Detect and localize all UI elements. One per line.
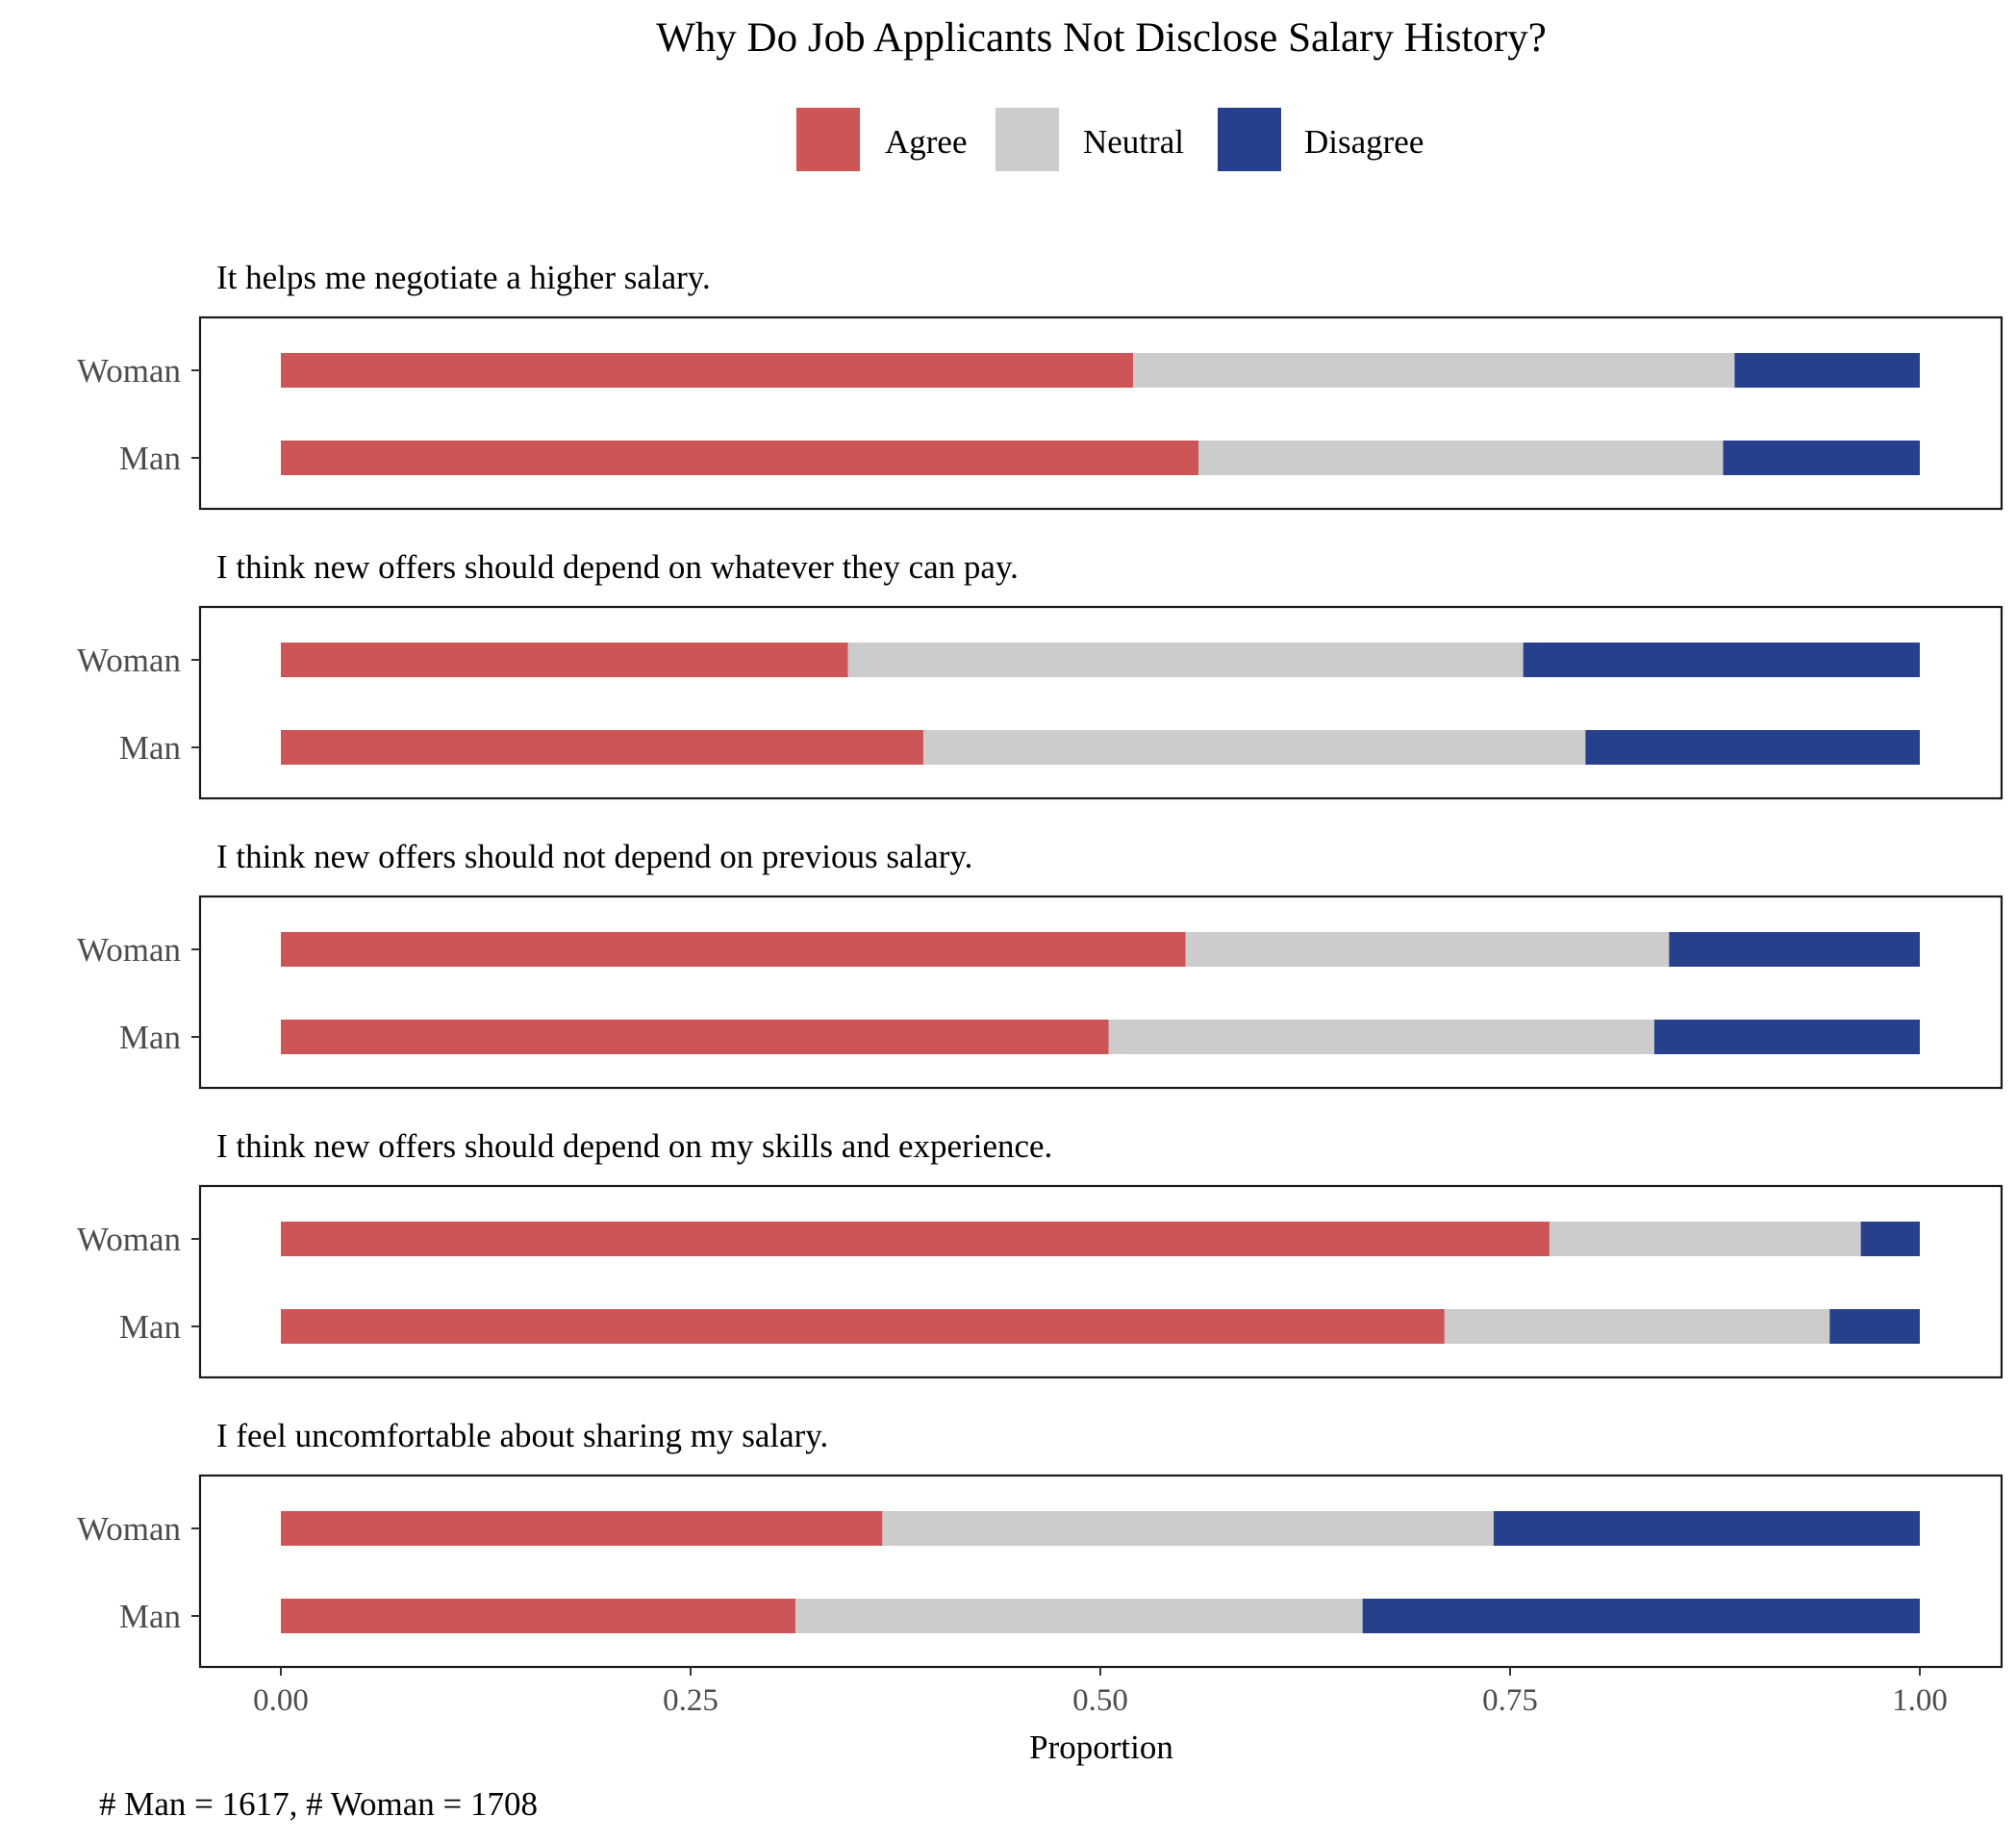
bar-man-disagree (1829, 1309, 1920, 1344)
y-tick-label-man: Man (119, 440, 181, 477)
bar-man-disagree (1362, 1599, 1920, 1633)
bar-man-neutral (795, 1599, 1363, 1633)
bar-woman-disagree (1669, 932, 1920, 967)
bar-woman-disagree (1734, 353, 1920, 388)
x-tick-label: 0.75 (1482, 1683, 1538, 1718)
bar-woman-agree (281, 643, 848, 677)
legend: Agree Neutral Disagree (796, 108, 1424, 171)
panel-title: I think new offers should not depend on … (216, 838, 972, 875)
x-axis-label: Proportion (1029, 1728, 1173, 1766)
bar-woman-agree (281, 353, 1134, 388)
panel-border (198, 895, 2003, 1090)
bar-man-disagree (1723, 441, 1920, 475)
x-axis: 0.00 0.25 0.50 0.75 1.00 (253, 1667, 1948, 1718)
bar-man-agree (281, 1599, 796, 1633)
panel-3: I think new offers should not depend on … (77, 838, 2003, 1090)
panel-title: I feel uncomfortable about sharing my sa… (216, 1417, 828, 1454)
bar-man-agree (281, 441, 1199, 475)
x-tick-label: 1.00 (1892, 1683, 1948, 1718)
bar-man-disagree (1653, 1020, 1920, 1054)
y-tick-label-woman: Woman (77, 931, 181, 969)
y-tick-label-woman: Woman (77, 352, 181, 390)
bar-woman-disagree (1523, 643, 1920, 677)
panel-title: I think new offers should depend on my s… (216, 1127, 1052, 1165)
bar-woman-neutral (1133, 353, 1735, 388)
panel-title: It helps me negotiate a higher salary. (216, 259, 711, 296)
bar-woman-agree (281, 1511, 883, 1546)
bar-man-neutral (1108, 1020, 1654, 1054)
y-tick-label-man: Man (119, 1019, 181, 1056)
x-tick-label: 0.25 (663, 1683, 718, 1718)
bar-woman-agree (281, 932, 1186, 967)
bar-woman-disagree (1493, 1511, 1920, 1546)
bar-man-disagree (1585, 730, 1920, 765)
facet-panels: It helps me negotiate a higher salary. Wo… (77, 259, 2003, 1669)
chart-title: Why Do Job Applicants Not Disclose Salar… (656, 15, 1547, 61)
y-tick-label-man: Man (119, 1598, 181, 1635)
legend-label-disagree: Disagree (1304, 123, 1424, 161)
bar-man-neutral (1444, 1309, 1830, 1344)
panel-2: I think new offers should depend on what… (77, 548, 2003, 800)
bar-woman-neutral (1549, 1222, 1861, 1256)
bar-man-agree (281, 1309, 1445, 1344)
panel-border (198, 315, 2003, 511)
panel-5: I feel uncomfortable about sharing my sa… (77, 1417, 2003, 1669)
y-tick-label-man: Man (119, 1308, 181, 1346)
panel-4: I think new offers should depend on my s… (77, 1127, 2003, 1379)
panel-border (198, 1184, 2003, 1379)
y-tick-label-man: Man (119, 729, 181, 767)
legend-key-disagree (1218, 108, 1281, 171)
bar-man-neutral (922, 730, 1586, 765)
legend-label-agree: Agree (885, 123, 968, 161)
legend-key-neutral (995, 108, 1059, 171)
bar-woman-agree (281, 1222, 1550, 1256)
bar-woman-neutral (847, 643, 1524, 677)
bar-woman-neutral (882, 1511, 1494, 1546)
legend-key-agree (796, 108, 860, 171)
bar-woman-neutral (1185, 932, 1670, 967)
bar-man-neutral (1198, 441, 1724, 475)
caption: # Man = 1617, # Woman = 1708 (99, 1785, 538, 1823)
x-tick-label: 0.50 (1072, 1683, 1128, 1718)
panel-border (198, 605, 2003, 800)
bar-man-agree (281, 1020, 1109, 1054)
y-tick-label-woman: Woman (77, 642, 181, 679)
bar-woman-disagree (1860, 1222, 1920, 1256)
legend-label-neutral: Neutral (1083, 123, 1184, 161)
x-tick-label: 0.00 (253, 1683, 309, 1718)
y-tick-label-woman: Woman (77, 1221, 181, 1258)
bar-man-agree (281, 730, 923, 765)
panel-title: I think new offers should depend on what… (216, 548, 1019, 586)
y-tick-label-woman: Woman (77, 1510, 181, 1548)
panel-1: It helps me negotiate a higher salary. Wo… (77, 259, 2003, 511)
